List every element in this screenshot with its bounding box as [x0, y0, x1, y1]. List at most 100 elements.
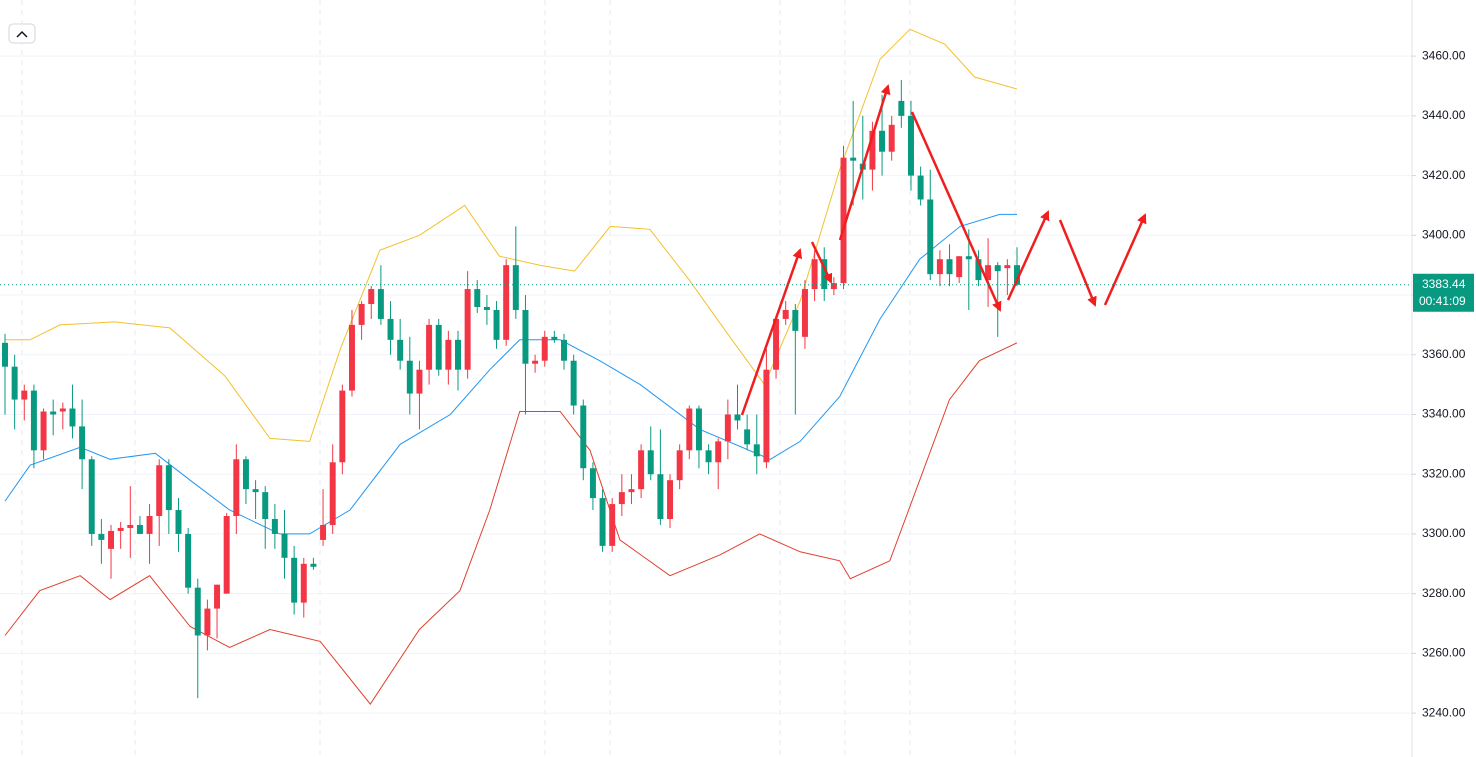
arrow — [740, 248, 803, 416]
band-line — [4, 342, 1018, 705]
candle-body — [50, 411, 57, 415]
candle-body — [512, 265, 519, 310]
candle-body — [811, 259, 818, 290]
arrow — [810, 241, 833, 284]
candle-body — [175, 510, 182, 534]
candle-body — [329, 462, 336, 525]
candle-body — [609, 504, 616, 546]
candle-body — [320, 524, 327, 540]
candle-body — [214, 584, 221, 609]
candle-body — [638, 450, 645, 490]
candle-body — [763, 369, 770, 463]
candle-body — [917, 175, 924, 200]
last-price-label: 3383.44 — [1422, 277, 1466, 291]
candle-body — [358, 303, 365, 325]
candle-body — [310, 563, 317, 567]
candle-body — [956, 256, 963, 278]
y-tick-label: 3340.00 — [1422, 407, 1466, 421]
candle-body — [435, 324, 442, 370]
candle-body — [985, 265, 992, 281]
arrow — [1103, 213, 1147, 306]
candle-body — [907, 115, 914, 176]
candle-body — [40, 411, 47, 451]
candle-body — [589, 468, 596, 499]
candle-body — [69, 408, 76, 427]
grid — [0, 55, 1412, 714]
candle-body — [705, 450, 712, 463]
candle-body — [108, 530, 115, 549]
candle-body — [532, 360, 539, 364]
candle-body — [686, 408, 693, 451]
candle-body — [1004, 265, 1011, 269]
candle-body — [406, 360, 413, 394]
button-frame[interactable] — [8, 23, 36, 44]
candle-body — [657, 474, 664, 520]
candle-body — [1014, 265, 1020, 285]
bands — [4, 28, 1018, 705]
candle-body — [782, 309, 789, 319]
candle-body — [271, 519, 278, 534]
candle-body — [753, 444, 760, 457]
collapse-button[interactable] — [8, 23, 36, 44]
y-tick-label: 3300.00 — [1422, 526, 1466, 540]
candle-body — [898, 100, 905, 116]
candles — [2, 80, 1020, 699]
candle-body — [667, 480, 674, 520]
candle-body — [724, 414, 731, 442]
candle-body — [165, 465, 172, 511]
candle-body — [339, 390, 346, 463]
candle-body — [127, 524, 134, 528]
candle-body — [79, 426, 86, 460]
candle-body — [348, 324, 355, 391]
candle-body — [242, 459, 249, 490]
candle-body — [830, 283, 837, 290]
candle-body — [21, 390, 28, 400]
annotations — [740, 84, 1147, 416]
candle-body — [252, 489, 259, 493]
price-axis: 3240.00 3260.00 3280.00 3300.00 3320.00 3340.… — [1412, 48, 1466, 719]
candle-body — [493, 309, 500, 340]
candle-body — [570, 360, 577, 406]
candle-body — [869, 130, 876, 170]
candle-body — [387, 318, 394, 340]
candle-body — [965, 256, 972, 260]
candle-body — [618, 492, 625, 505]
y-tick-label: 3400.00 — [1422, 227, 1466, 241]
arrow — [838, 84, 891, 241]
candle-body — [117, 527, 124, 531]
candle-body — [801, 289, 808, 337]
candle-body — [233, 459, 240, 517]
candle-body — [975, 259, 982, 281]
y-tick-label: 3360.00 — [1422, 347, 1466, 361]
candle-body — [936, 259, 943, 275]
candle-body — [676, 450, 683, 481]
candle-body — [628, 489, 635, 493]
band-line — [4, 213, 1017, 535]
band-line — [5, 28, 1018, 442]
candle-body — [503, 265, 510, 340]
candle-body — [223, 516, 230, 594]
candle-body — [946, 259, 953, 275]
y-tick-label: 3240.00 — [1422, 705, 1466, 719]
candle-body — [416, 369, 423, 394]
candle-body — [561, 339, 567, 361]
candle-body — [30, 390, 37, 451]
candle-body — [474, 289, 481, 307]
candle-body — [580, 405, 587, 469]
candle-body — [483, 306, 490, 310]
y-tick-label: 3440.00 — [1422, 108, 1466, 122]
candle-body — [426, 324, 433, 370]
candle-body — [773, 318, 780, 370]
candle-body — [850, 157, 857, 161]
candle-body — [11, 366, 18, 400]
candle-body — [136, 524, 143, 534]
candle-body — [2, 342, 8, 367]
candle-body — [204, 608, 211, 636]
countdown-label: 00:41:09 — [1419, 294, 1466, 308]
candle-body — [445, 339, 452, 370]
y-tick-label: 3260.00 — [1422, 646, 1466, 660]
y-tick-label: 3280.00 — [1422, 586, 1466, 600]
candle-body — [599, 498, 606, 546]
